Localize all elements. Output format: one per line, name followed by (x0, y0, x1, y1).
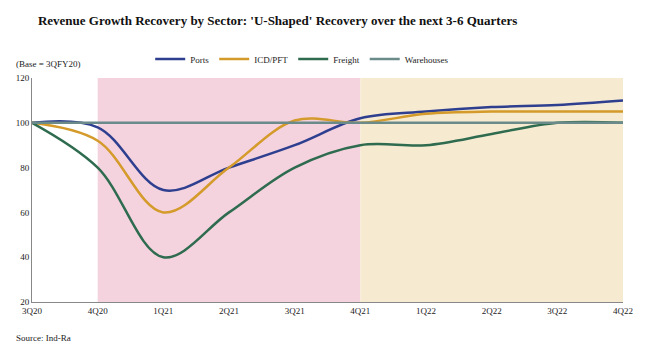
svg-text:4Q22: 4Q22 (613, 306, 633, 316)
svg-text:60: 60 (20, 208, 30, 218)
svg-text:Freight: Freight (333, 55, 359, 65)
svg-text:Revenue Growth Recovery by Sec: Revenue Growth Recovery by Sector: 'U-Sh… (38, 13, 517, 28)
svg-text:80: 80 (20, 163, 30, 173)
svg-text:ICD/PFT: ICD/PFT (254, 55, 288, 65)
svg-text:40: 40 (20, 252, 30, 262)
svg-text:4Q21: 4Q21 (350, 306, 370, 316)
svg-text:Warehouses: Warehouses (405, 55, 449, 65)
svg-text:1Q21: 1Q21 (153, 306, 173, 316)
svg-text:20: 20 (20, 297, 30, 307)
svg-text:3Q20: 3Q20 (22, 306, 42, 316)
svg-text:100: 100 (16, 118, 30, 128)
svg-text:2Q21: 2Q21 (219, 306, 239, 316)
svg-text:3Q21: 3Q21 (285, 306, 305, 316)
svg-text:Ports: Ports (190, 55, 209, 65)
svg-text:Source: Ind-Ra: Source: Ind-Ra (16, 333, 71, 343)
svg-text:2Q22: 2Q22 (482, 306, 502, 316)
svg-text:(Base = 3QFY20): (Base = 3QFY20) (16, 59, 81, 69)
svg-text:3Q22: 3Q22 (547, 306, 567, 316)
svg-text:1Q22: 1Q22 (416, 306, 436, 316)
svg-text:4Q20: 4Q20 (88, 306, 108, 316)
svg-text:120: 120 (16, 73, 30, 83)
